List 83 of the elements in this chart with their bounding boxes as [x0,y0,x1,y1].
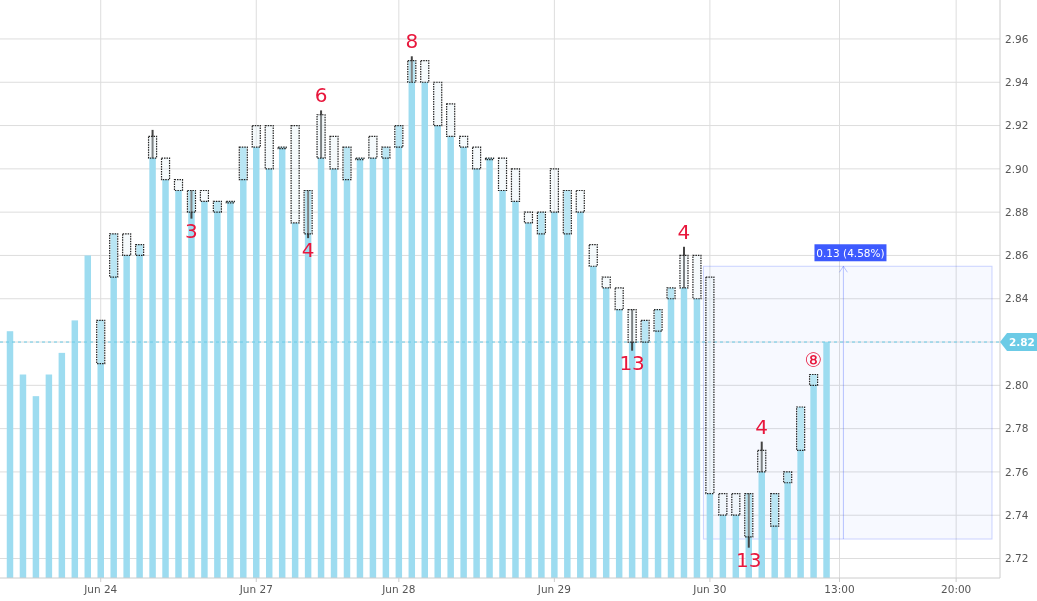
band-label: 0.13 (4.58%) [816,246,885,259]
y-tick-label: 2.80 [1005,379,1029,392]
candlestick [575,189,585,213]
x-tick-label: Jun 30 [692,583,727,595]
candlestick [446,103,456,137]
candlestick [718,492,728,516]
y-tick-label: 2.72 [1005,552,1029,565]
candlestick [147,128,158,160]
candlestick [627,308,637,352]
text: 3 [185,218,198,243]
candlestick [96,319,106,365]
candlestick [368,135,378,159]
x-tick-label: Jun 24 [83,583,118,595]
text: 8 [405,29,419,54]
text: 4 [677,219,691,244]
candlestick [381,146,391,159]
candlestick [601,276,611,289]
candlestick [679,245,689,289]
candlestick [471,146,482,170]
ref-line-label: 2.82 [1009,335,1035,348]
y-tick-label: 2.86 [1005,249,1029,262]
candlestick [459,135,469,148]
candlestick [562,189,572,235]
candlestick [160,157,171,181]
text: 6 [314,83,328,108]
candlestick [497,157,508,192]
candlestick [303,189,313,240]
candlestick [329,135,339,170]
candlestick [653,308,663,332]
text: 13 [736,547,762,572]
text: ⑧ [804,347,823,372]
candlestick [355,157,365,161]
y-tick-label: 2.96 [1005,32,1029,45]
candlestick [316,109,326,160]
y-tick-label: 2.90 [1005,162,1029,175]
candlestick [407,55,417,84]
candlestick [536,211,547,235]
candlestick [614,287,624,311]
candlestick [122,233,132,257]
x-tick-label: Jun 28 [381,583,416,595]
candlestick [134,244,145,257]
candlestick [199,189,210,202]
y-tick-label: 2.84 [1005,292,1029,305]
candlestick [549,168,559,213]
candlestick [264,124,274,170]
candlestick [666,287,676,300]
y-tick-label: 2.74 [1005,508,1029,521]
candlestick [510,168,521,202]
y-tick-label: 2.76 [1005,465,1029,478]
candlestick [783,471,793,484]
candlestick [173,179,184,192]
y-tick-label: 2.94 [1005,75,1029,88]
y-tick-label: 2.78 [1005,422,1029,435]
candlestick [238,146,248,181]
candlestick [251,124,261,148]
text: 4 [755,414,769,439]
candlestick [808,373,819,386]
candlestick [420,60,430,83]
y-tick-label: 2.88 [1005,205,1029,218]
x-tick-label: Jun 27 [238,583,273,595]
x-tick-label: 13:00 [824,583,855,595]
candlestick [290,124,300,224]
text: 4 [301,238,315,263]
candlestick [277,146,287,150]
candlestick [109,233,119,278]
candlestick [186,189,197,220]
candlestick [225,200,235,204]
candlestick [588,244,598,267]
candlestick [757,440,767,473]
candlestick [394,124,404,148]
candlestick [523,211,534,224]
text: 13 [619,350,645,375]
candlestick [433,81,443,127]
y-tick-label: 2.92 [1005,119,1029,132]
candlestick [342,146,352,181]
candlestick [640,319,650,343]
candlestick [731,492,741,516]
x-tick-label: Jun 29 [536,583,571,595]
candlestick [212,200,222,213]
candlestick [692,254,702,300]
candlestick [484,157,495,161]
x-tick-label: 20:00 [941,583,972,595]
candlestick [796,406,806,451]
